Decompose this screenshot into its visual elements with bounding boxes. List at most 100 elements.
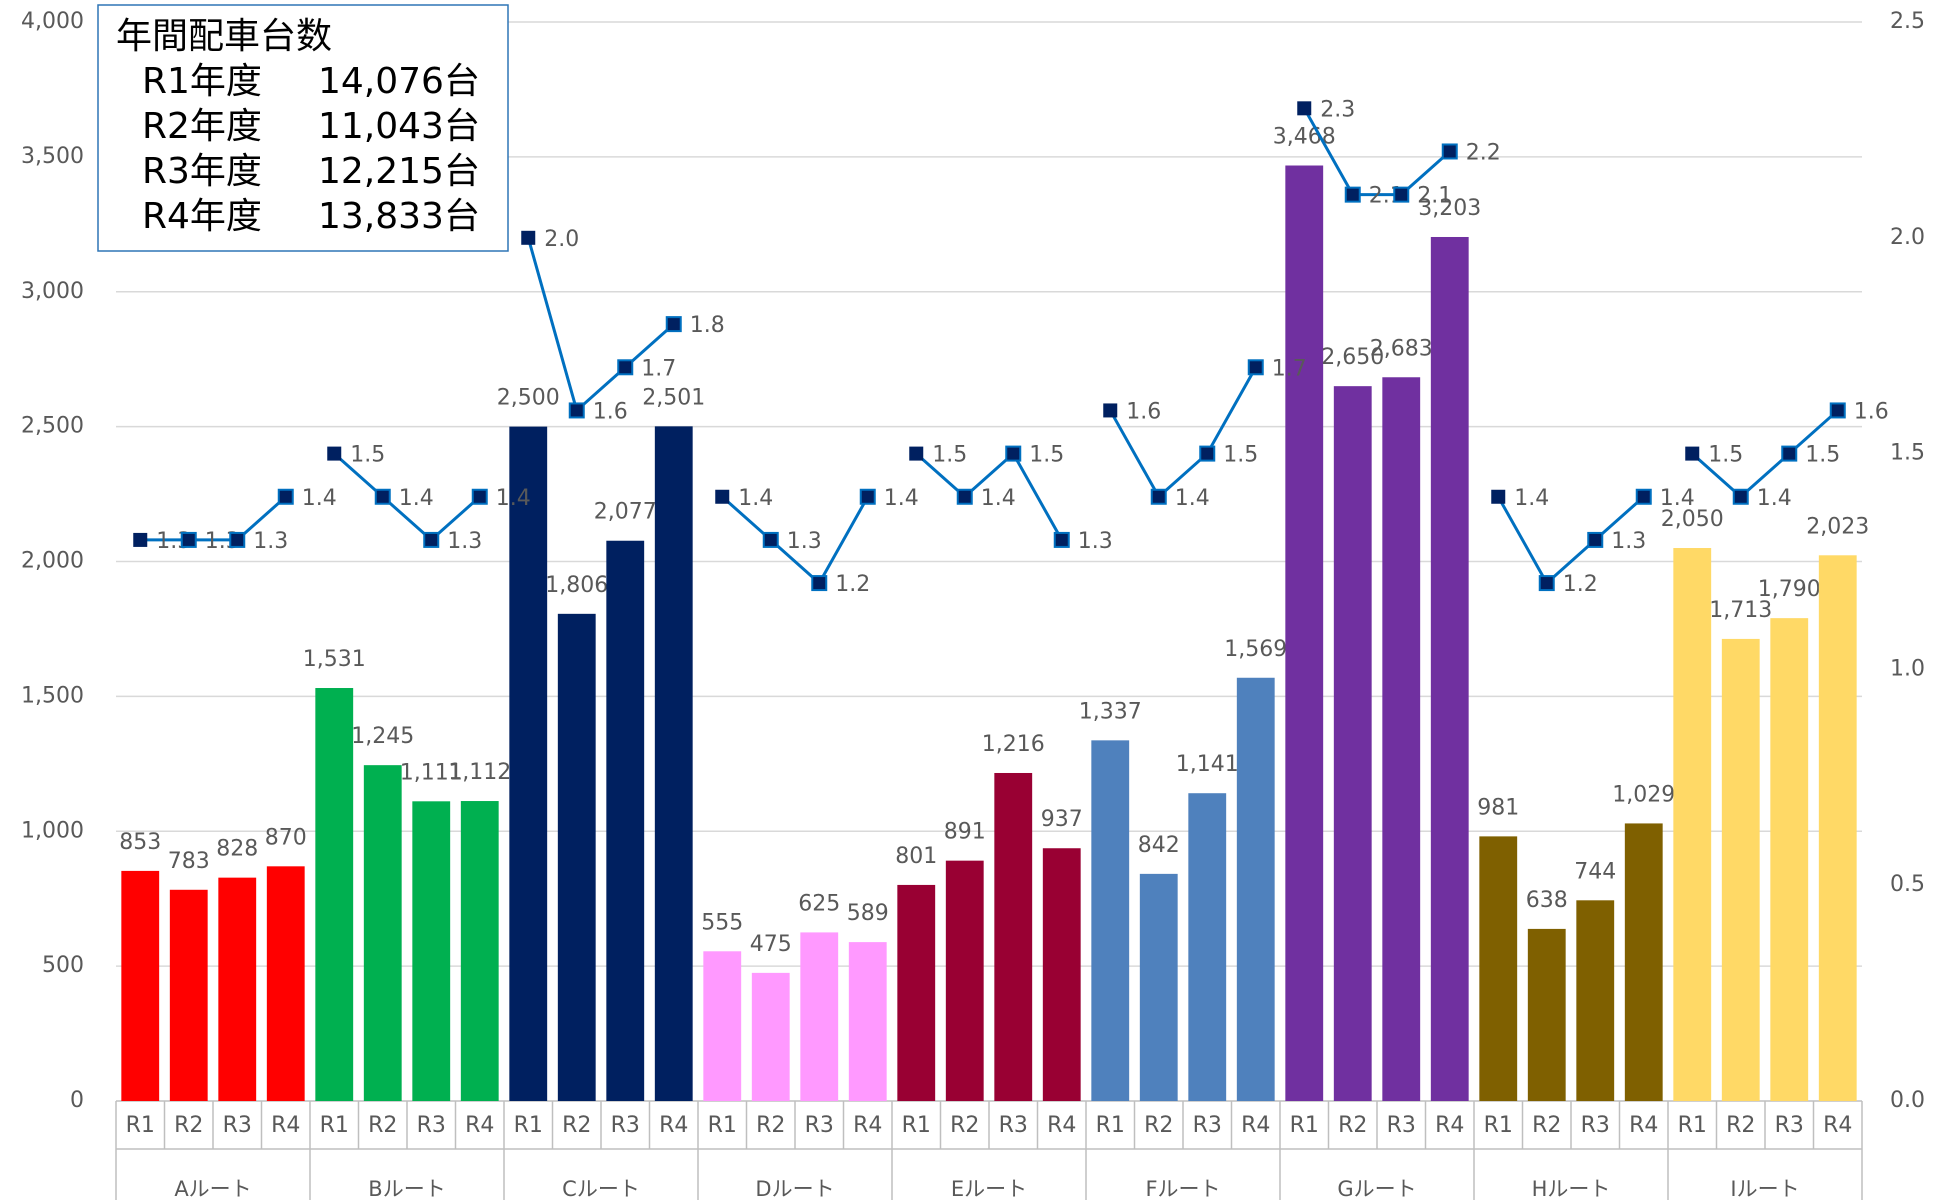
bar-value-label: 1,112 <box>448 760 511 785</box>
bar <box>266 866 305 1101</box>
y-tick-label: 3,000 <box>21 279 84 304</box>
line-marker <box>715 489 730 504</box>
bar-value-label: 783 <box>168 849 210 874</box>
x-tick-label: R2 <box>368 1113 397 1138</box>
x-tick-label: R4 <box>1629 1113 1658 1138</box>
x-tick-label: R1 <box>320 1113 349 1138</box>
line-marker <box>1393 186 1410 203</box>
bar <box>1721 638 1760 1101</box>
line-marker <box>1491 489 1506 504</box>
line-value-label: 1.4 <box>884 486 919 511</box>
line-marker <box>1199 445 1216 462</box>
x-tick-label: R4 <box>465 1113 494 1138</box>
line-value-label: 2.1 <box>1417 184 1452 209</box>
line-series <box>526 237 675 414</box>
bar <box>363 765 402 1101</box>
bar-value-label: 1,790 <box>1758 577 1821 602</box>
bar-value-label: 1,569 <box>1224 637 1287 662</box>
bar-value-label: 1,806 <box>545 573 608 598</box>
bar-value-label: 2,500 <box>497 386 560 411</box>
line-marker <box>1685 446 1700 461</box>
y2-tick-label: 0.5 <box>1890 872 1925 897</box>
bar <box>1430 236 1469 1102</box>
bar-value-label: 2,683 <box>1370 336 1433 361</box>
line-value-label: 1.5 <box>932 443 967 468</box>
x-tick-label: R2 <box>562 1113 591 1138</box>
x-tick-label: R4 <box>1047 1113 1076 1138</box>
x-tick-label: R2 <box>1144 1113 1173 1138</box>
group-label: Gルート <box>1337 1177 1416 1200</box>
bar-value-label: 981 <box>1477 795 1519 820</box>
y-tick-label: 500 <box>42 953 84 978</box>
bar <box>1576 900 1615 1101</box>
line-value-label: 1.6 <box>593 399 628 424</box>
line-series <box>1691 409 1839 499</box>
line-value-label: 1.2 <box>1563 572 1598 597</box>
line-marker <box>1538 575 1555 592</box>
line-value-label: 1.3 <box>1611 529 1646 554</box>
annotation-label: R2年度 <box>142 106 262 147</box>
bar-value-label: 801 <box>895 844 937 869</box>
bar-value-label: 2,501 <box>642 385 705 410</box>
bar <box>1382 377 1421 1101</box>
annotation-value: 13,833台 <box>318 196 480 237</box>
x-tick-label: R3 <box>417 1113 446 1138</box>
x-tick-label: R4 <box>1241 1113 1270 1138</box>
bar <box>994 772 1033 1101</box>
line-marker <box>423 531 440 548</box>
line-marker <box>762 531 779 548</box>
line-series <box>915 451 1064 541</box>
bar <box>1624 823 1663 1101</box>
x-tick-label: R1 <box>902 1113 931 1138</box>
bar <box>1139 873 1178 1101</box>
line-value-label: 1.3 <box>787 529 822 554</box>
line-value-label: 1.6 <box>1854 399 1889 424</box>
line-marker <box>277 488 294 505</box>
x-tick-label: R3 <box>1193 1113 1222 1138</box>
y2-tick-label: 0.0 <box>1890 1088 1925 1113</box>
bar <box>1770 618 1809 1101</box>
x-tick-label: R1 <box>708 1113 737 1138</box>
group-label: Aルート <box>174 1177 251 1200</box>
x-tick-label: R4 <box>1823 1113 1852 1138</box>
bar <box>848 942 887 1101</box>
line-series <box>1302 107 1451 197</box>
line-marker <box>180 531 197 548</box>
bar-value-label: 828 <box>216 837 258 862</box>
line-marker <box>859 488 876 505</box>
annotation-title: 年間配車台数 <box>116 16 332 57</box>
line-value-label: 1.5 <box>1029 443 1064 468</box>
bar <box>800 932 839 1101</box>
bar-value-label: 1,337 <box>1079 699 1142 724</box>
line-series <box>1496 495 1645 586</box>
bar <box>1527 928 1566 1101</box>
x-tick-label: R2 <box>950 1113 979 1138</box>
bar <box>751 972 790 1101</box>
line-value-label: 2.0 <box>544 227 579 252</box>
line-value-label: 1.5 <box>1708 443 1743 468</box>
bar <box>703 951 742 1101</box>
group-label: Bルート <box>368 1177 445 1200</box>
bar <box>121 870 160 1101</box>
line-marker <box>811 575 828 592</box>
x-tick-label: R3 <box>1387 1113 1416 1138</box>
bar-value-label: 1,531 <box>303 647 366 672</box>
line-value-label: 1.4 <box>1660 486 1695 511</box>
line-marker <box>521 230 536 245</box>
bar-value-label: 1,141 <box>1176 752 1239 777</box>
bar <box>1818 555 1857 1101</box>
x-tick-label: R1 <box>1290 1113 1319 1138</box>
bar-value-label: 475 <box>750 932 792 957</box>
line-value-label: 1.4 <box>738 486 773 511</box>
line-marker <box>327 446 342 461</box>
bar-value-label: 555 <box>701 910 743 935</box>
bar-value-label: 870 <box>265 825 307 850</box>
group-label: Dルート <box>755 1177 834 1200</box>
annotation-box <box>97 4 509 252</box>
line-value-label: 1.2 <box>835 572 870 597</box>
bar-value-label: 2,650 <box>1321 345 1384 370</box>
bar-value-label: 1,713 <box>1709 598 1772 623</box>
bar <box>557 613 596 1101</box>
annotation-value: 11,043台 <box>318 106 480 147</box>
bar-value-label: 891 <box>944 820 986 845</box>
